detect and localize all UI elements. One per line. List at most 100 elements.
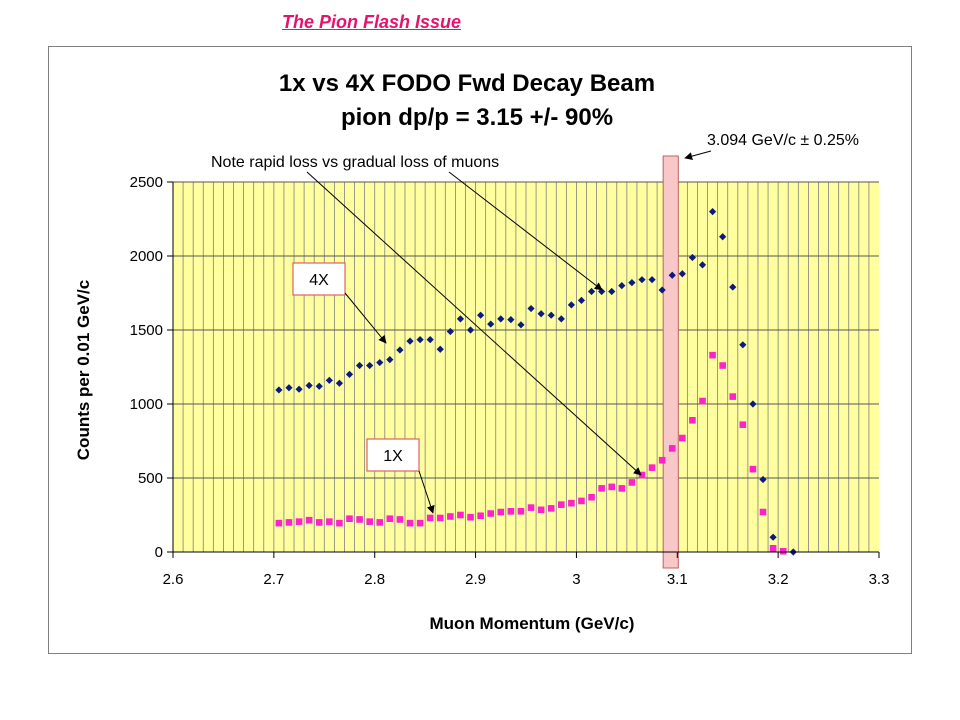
note-arrow-to-4x (448, 171, 603, 291)
annotation-note: Note rapid loss vs gradual loss of muons (211, 154, 499, 171)
data-point-1x (537, 506, 545, 514)
data-point-1x (679, 434, 686, 442)
data-point-1x (447, 513, 454, 520)
data-point-4x (386, 356, 394, 364)
data-point-4x (507, 316, 515, 324)
data-point-4x (527, 304, 535, 313)
data-point-1x (315, 519, 323, 526)
data-point-1x (638, 471, 646, 479)
data-point-1x (578, 497, 585, 505)
data-point-4x (537, 310, 545, 318)
label-1x-arrow (418, 470, 435, 514)
slide-title: The Pion Flash Issue (282, 12, 462, 32)
data-point-1x (699, 397, 706, 405)
data-point-1x (376, 519, 384, 526)
data-point-4x (668, 271, 676, 279)
data-point-1x (749, 465, 757, 473)
data-point-4x (678, 270, 686, 278)
data-point-4x (547, 311, 555, 319)
data-point-1x (558, 501, 565, 508)
x-tick-label: 2.7 (263, 571, 284, 588)
momentum-band (662, 155, 679, 569)
chart-frame: 2.6 2.7 2.8 2.9 3 3.1 3.2 3.3 0 500 1000 1500 2000 25… (48, 46, 912, 654)
data-point-4x (325, 376, 333, 384)
y-tick-label: 2500 (130, 174, 163, 191)
data-point-4x (688, 253, 697, 262)
data-point-4x (355, 361, 364, 370)
data-point-1x (436, 514, 444, 522)
y-tick-label: 2000 (130, 248, 163, 265)
y-tick-label: 1000 (130, 396, 163, 413)
data-point-1x (719, 362, 726, 369)
y-axis-label: Counts per 0.01 GeV/c (74, 280, 93, 460)
data-point-1x (628, 479, 636, 486)
annotation-layer: Note rapid loss vs gradual loss of muons… (211, 132, 859, 514)
axes-layer: 2.6 2.7 2.8 2.9 3 3.1 3.2 3.3 0 500 1000 1500 2000 25… (130, 174, 890, 588)
data-point-1x (386, 515, 394, 522)
data-point-1x (759, 508, 767, 516)
data-point-4x (517, 321, 525, 329)
data-point-1x (406, 519, 414, 527)
data-point-4x (477, 311, 485, 319)
x-tick-label: 3.3 (869, 571, 890, 588)
data-point-4x (759, 475, 767, 484)
data-point-1x (527, 504, 535, 511)
data-point-1x (467, 513, 474, 521)
data-point-1x (326, 518, 333, 525)
data-point-1x (305, 516, 313, 524)
data-point-4x (436, 345, 444, 353)
data-point-1x (668, 445, 676, 452)
y-tick-label: 1500 (130, 322, 163, 339)
data-point-4x (567, 301, 575, 309)
chart-title-line-1: 1x vs 4X FODO Fwd Decay Beam (279, 70, 655, 97)
data-point-4x (406, 337, 414, 345)
x-tick-label: 2.9 (465, 571, 486, 588)
data-point-4x (366, 361, 374, 370)
x-tick-label: 2.8 (364, 571, 385, 588)
label-4x: 4X (309, 272, 329, 289)
x-tick-label: 3.2 (768, 571, 789, 588)
chart-title-line-2: pion dp/p = 3.15 +/- 90% (341, 104, 613, 131)
label-1x: 1X (383, 448, 403, 465)
data-point-1x (356, 516, 363, 523)
data-point-1x (346, 515, 353, 522)
y-tick-label: 0 (155, 544, 163, 561)
data-point-1x (366, 518, 373, 525)
data-point-4x (487, 320, 495, 328)
data-point-4x (396, 346, 404, 354)
data-point-1x (477, 512, 484, 520)
series-layer (275, 208, 797, 556)
label-4x-arrow (344, 292, 387, 344)
data-point-4x (557, 315, 565, 323)
data-point-1x (658, 456, 666, 464)
x-tick-label: 2.6 (163, 571, 184, 588)
data-point-1x (618, 485, 626, 492)
data-point-1x (426, 514, 434, 522)
data-point-4x (708, 208, 717, 216)
band-label: 3.094 GeV/c ± 0.25% (707, 132, 859, 149)
data-point-1x (598, 485, 605, 492)
data-point-1x (295, 518, 303, 525)
data-point-1x (507, 508, 515, 515)
data-point-1x (487, 510, 494, 517)
data-point-4x (315, 382, 323, 390)
data-point-4x (376, 358, 384, 367)
data-point-4x (769, 533, 777, 541)
y-tick-label: 500 (138, 470, 163, 487)
data-point-4x (285, 384, 293, 392)
data-point-4x (456, 315, 465, 323)
data-point-1x (416, 519, 424, 527)
data-point-1x (336, 519, 343, 527)
label-box-4x (292, 262, 346, 296)
data-point-4x (466, 326, 475, 334)
data-point-4x (497, 315, 505, 323)
data-point-1x (648, 464, 656, 471)
data-point-1x (689, 416, 696, 424)
data-point-1x (497, 508, 505, 516)
x-axis-label: Muon Momentum (GeV/c) (430, 614, 635, 633)
data-point-1x (779, 547, 787, 555)
data-point-4x (648, 276, 656, 284)
data-point-1x (568, 499, 575, 507)
data-point-4x (305, 381, 313, 390)
data-point-1x (588, 493, 595, 501)
